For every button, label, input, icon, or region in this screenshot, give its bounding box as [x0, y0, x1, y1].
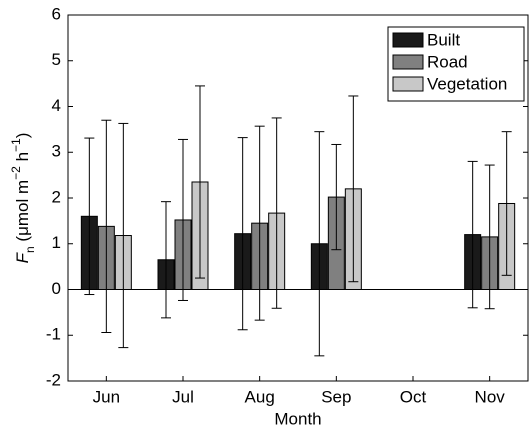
error-bar	[101, 119, 112, 334]
y-tick-label: -2	[46, 370, 61, 389]
y-tick-label: -1	[46, 325, 61, 344]
x-axis-label: Month	[274, 409, 321, 428]
y-label-part: )	[13, 133, 32, 139]
y-label-part: −2	[9, 166, 23, 180]
y-tick-label: 6	[52, 4, 61, 23]
error-bar	[237, 137, 248, 331]
legend-label: Vegetation	[427, 74, 507, 93]
error-bar	[314, 131, 325, 357]
error-bar	[178, 138, 188, 301]
legend-swatch	[392, 54, 424, 70]
y-label-part: n	[23, 246, 37, 253]
error-bar	[348, 95, 359, 283]
x-tick-label: Jul	[172, 387, 194, 406]
y-tick-label: 1	[52, 233, 61, 252]
y-label-part: (μmol m	[13, 180, 32, 246]
legend-swatch	[392, 32, 424, 48]
y-axis-label: Fn (μmol m−2 h−1)	[9, 133, 37, 264]
error-bar	[271, 117, 282, 309]
error-bar	[84, 137, 95, 296]
legend-swatch	[392, 76, 424, 92]
error-bar	[501, 131, 512, 276]
y-label-part: h	[13, 152, 32, 166]
x-tick-label: Jun	[93, 387, 120, 406]
error-bar	[484, 164, 495, 310]
error-bar	[331, 143, 342, 251]
x-tick-label: Nov	[475, 387, 506, 406]
legend-label: Road	[427, 52, 468, 71]
x-tick-label: Aug	[245, 387, 275, 406]
legend-label: Built	[427, 30, 460, 49]
y-tick-label: 5	[52, 50, 61, 69]
error-bar	[195, 85, 205, 279]
y-tick-label: 2	[52, 187, 61, 206]
error-bar	[254, 125, 265, 321]
y-label-part: −1	[9, 138, 23, 152]
y-tick-label: 0	[52, 279, 61, 298]
y-tick-label: 3	[52, 142, 61, 161]
error-bar	[467, 160, 478, 309]
x-tick-label: Sep	[321, 387, 351, 406]
y-tick-label: 4	[52, 96, 61, 115]
error-bar	[118, 122, 129, 349]
x-tick-label: Oct	[400, 387, 427, 406]
error-bar	[161, 201, 171, 319]
y-label-part: F	[13, 251, 32, 263]
